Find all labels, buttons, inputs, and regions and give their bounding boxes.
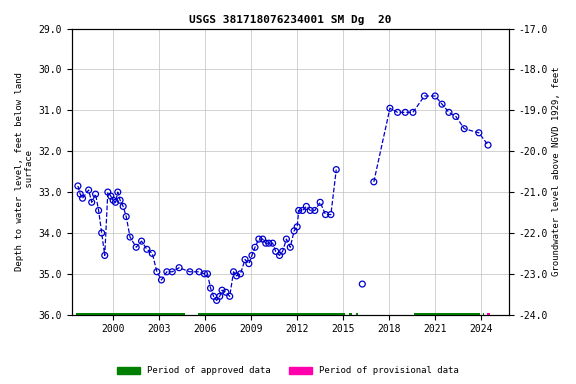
Y-axis label: Groundwater level above NGVD 1929, feet: Groundwater level above NGVD 1929, feet <box>552 67 561 276</box>
Point <box>264 240 274 246</box>
Y-axis label: Depth to water level, feet below land
 surface: Depth to water level, feet below land su… <box>15 72 35 271</box>
Point <box>119 203 128 209</box>
Point <box>261 240 270 246</box>
Bar <box>487 313 490 317</box>
Title: USGS 381718076234001 SM Dg  20: USGS 381718076234001 SM Dg 20 <box>189 15 392 25</box>
Point <box>195 269 204 275</box>
Point <box>385 105 395 111</box>
Point <box>451 113 460 119</box>
Point <box>107 193 116 199</box>
Bar <box>415 313 480 317</box>
Bar <box>483 313 484 317</box>
Point <box>332 167 341 173</box>
Point <box>162 269 172 275</box>
Point <box>483 142 492 148</box>
Point <box>75 191 85 197</box>
Bar <box>198 313 344 317</box>
Point <box>209 293 218 300</box>
Point <box>152 269 161 275</box>
Point <box>203 271 212 277</box>
Point <box>393 109 402 116</box>
Point <box>310 207 320 214</box>
Point <box>286 244 295 250</box>
Point <box>215 293 224 300</box>
Point <box>212 297 221 303</box>
Bar <box>356 313 358 317</box>
Point <box>290 228 299 234</box>
Point <box>251 244 260 250</box>
Point <box>225 293 234 300</box>
Point <box>358 281 367 287</box>
Point <box>111 199 120 205</box>
Point <box>217 287 226 293</box>
Point <box>168 269 177 275</box>
Point <box>437 101 446 107</box>
Point <box>73 183 82 189</box>
Point <box>271 248 281 255</box>
Point <box>91 191 100 197</box>
Point <box>142 246 151 252</box>
Point <box>87 199 96 205</box>
Point <box>420 93 429 99</box>
Point <box>108 197 118 203</box>
Point <box>115 197 124 203</box>
Point <box>293 224 302 230</box>
Bar <box>349 313 351 317</box>
Point <box>147 250 157 257</box>
Point <box>306 207 315 214</box>
Point <box>206 285 215 291</box>
Point <box>408 109 418 116</box>
Point <box>282 236 291 242</box>
Point <box>122 214 131 220</box>
Point <box>97 230 107 236</box>
Point <box>254 236 263 242</box>
Point <box>247 252 256 258</box>
Point <box>258 236 267 242</box>
Point <box>240 257 249 263</box>
Point <box>131 244 141 250</box>
Point <box>175 265 184 271</box>
Point <box>460 126 469 132</box>
Point <box>137 238 146 244</box>
Point <box>113 189 122 195</box>
Point <box>316 199 325 205</box>
Point <box>275 252 284 258</box>
Point <box>84 187 93 193</box>
Legend: Period of approved data, Period of provisional data: Period of approved data, Period of provi… <box>114 363 462 379</box>
Point <box>94 207 103 214</box>
Point <box>229 269 238 275</box>
Point <box>278 248 287 255</box>
Point <box>474 130 483 136</box>
Point <box>103 189 112 195</box>
Bar <box>75 313 185 317</box>
Point <box>430 93 439 99</box>
Point <box>100 252 109 258</box>
Point <box>236 271 245 277</box>
Point <box>321 212 330 218</box>
Point <box>157 277 166 283</box>
Point <box>326 212 335 218</box>
Point <box>294 207 304 214</box>
Point <box>185 269 195 275</box>
Point <box>444 109 453 116</box>
Point <box>298 207 307 214</box>
Point <box>221 289 230 295</box>
Point <box>126 234 135 240</box>
Point <box>232 273 241 279</box>
Point <box>244 261 253 267</box>
Point <box>78 195 87 201</box>
Point <box>302 203 311 209</box>
Point <box>369 179 378 185</box>
Point <box>401 109 410 116</box>
Point <box>200 271 209 277</box>
Point <box>268 240 277 246</box>
